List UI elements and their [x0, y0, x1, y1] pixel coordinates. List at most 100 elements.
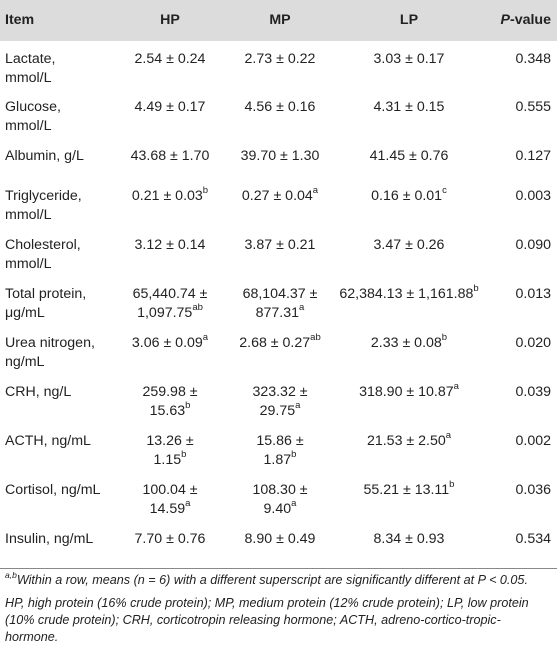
table-row: Urea nitrogen, ng/mL 3.06 ± 0.09a 2.68 ± 0.…	[0, 332, 557, 383]
cell-hp-value: 1,097.75	[137, 305, 193, 321]
cell-mp: 323.32 ± 29.75a	[225, 383, 335, 432]
data-table: Item HP MP LP P-value Lactate, mmol/L 2.54…	[0, 0, 557, 569]
table-row: ACTH, ng/mL 13.26 ±1.15b 15.86 ±1.87b 21.53…	[0, 430, 557, 481]
cell-item: Albumin, g/L	[0, 147, 115, 187]
cell-mp: 0.27 ± 0.04a	[225, 185, 335, 236]
cell-hp-value: 14.59	[149, 501, 186, 517]
cell-hp-value: 4.49 ± 0.17	[134, 99, 206, 115]
cell-item-line: Cholesterol,	[5, 237, 81, 253]
cell-lp-value: 3.47 ± 0.26	[373, 237, 445, 253]
cell-item: Triglyceride, mmol/L	[0, 187, 115, 236]
cell-hp-superscript: b	[181, 449, 187, 461]
cell-mp-value: 0.27 ± 0.04	[241, 188, 313, 204]
cell-mp: 3.87 ± 0.21	[225, 236, 335, 285]
cell-hp-value: 259.98 ±	[142, 384, 198, 400]
cell-hp: 2.54 ± 0.24	[115, 41, 225, 98]
cell-mp-value: 2.68 ± 0.27	[239, 335, 311, 351]
cell-lp-superscript: b	[441, 332, 448, 344]
cell-item: Cortisol, ng/mL	[0, 481, 115, 530]
cell-p-value: 0.348	[515, 51, 551, 67]
cell-lp-value: 55.21 ± 13.11	[363, 482, 450, 498]
cell-mp-value: 29.75	[259, 403, 296, 419]
cell-p-value: 0.003	[515, 188, 551, 204]
cell-mp-value: 108.30 ±	[252, 482, 308, 498]
cell-item-line: mmol/L	[5, 118, 52, 134]
cell-hp-value: 0.21 ± 0.03	[131, 188, 203, 204]
cell-p-value: 0.036	[515, 482, 551, 498]
cell-lp: 3.03 ± 0.17	[335, 41, 483, 98]
cell-lp: 4.31 ± 0.15	[335, 98, 483, 147]
cell-item: Urea nitrogen, ng/mL	[0, 334, 115, 383]
cell-item-line: Cortisol, ng/mL	[5, 482, 101, 498]
cell-hp-superscript: a	[202, 332, 209, 344]
cell-item-line: Urea nitrogen,	[5, 335, 95, 351]
cell-item-line: Triglyceride,	[5, 188, 82, 204]
cell-hp-value: 3.12 ± 0.14	[134, 237, 206, 253]
cell-lp: 2.33 ± 0.08b	[335, 332, 483, 383]
footnote-significance-sup: a,b	[5, 569, 17, 580]
cell-mp-value: 4.56 ± 0.16	[244, 99, 316, 115]
cell-p-value: 0.013	[515, 286, 551, 302]
cell-mp-superscript: a	[291, 498, 297, 510]
cell-mp-superscript: ab	[310, 332, 321, 344]
footnote-abbreviations: HP, high protein (16% crude protein); MP…	[5, 596, 529, 644]
cell-item: Glucose, mmol/L	[0, 98, 115, 147]
table-row: Albumin, g/L 43.68 ± 1.70 39.70 ± 1.30 41.4…	[0, 147, 557, 187]
cell-hp-value: 7.70 ± 0.76	[134, 531, 206, 547]
footnote-significance: a,bWithin a row, means (n = 6) with a di…	[5, 569, 553, 589]
table-row: Triglyceride, mmol/L 0.21 ± 0.03b 0.27 ± 0.…	[0, 185, 557, 236]
cell-hp: 259.98 ± 15.63b	[115, 383, 225, 432]
cell-mp: 68,104.37 ± 877.31a	[225, 285, 335, 334]
header-hp: HP	[115, 0, 225, 41]
cell-mp-superscript: a	[312, 185, 319, 197]
cell-hp-value: 3.06 ± 0.09	[131, 335, 203, 351]
cell-lp-value: 41.45 ± 0.76	[369, 148, 449, 164]
table-footnotes: a,bWithin a row, means (n = 6) with a di…	[5, 569, 553, 652]
cell-lp: 3.47 ± 0.26	[335, 236, 483, 285]
cell-item: Cholesterol, mmol/L	[0, 236, 115, 285]
cell-item-line: mmol/L	[5, 256, 52, 272]
header-p-rest: -value	[509, 12, 551, 28]
cell-item: Lactate, mmol/L	[0, 41, 115, 98]
cell-hp-value: 43.68 ± 1.70	[130, 148, 210, 164]
cell-mp-superscript: b	[291, 449, 297, 461]
header-row: Item HP MP LP P-value	[0, 0, 557, 41]
cell-hp-value: 1.15	[153, 452, 182, 468]
cell-hp: 7.70 ± 0.76	[115, 530, 225, 569]
table-header: Item HP MP LP P-value	[0, 0, 557, 41]
cell-p-value: 0.127	[515, 148, 551, 164]
cell-hp: 65,440.74 ± 1,097.75ab	[115, 285, 225, 334]
cell-mp: 108.30 ± 9.40a	[225, 481, 335, 530]
cell-item-line: Lactate,	[5, 51, 56, 67]
cell-p-value: 0.002	[515, 433, 551, 449]
cell-lp: 318.90 ± 10.87a	[335, 381, 483, 432]
cell-lp: 41.45 ± 0.76	[335, 147, 483, 187]
cell-hp-superscript: ab	[192, 302, 203, 314]
cell-mp: 39.70 ± 1.30	[225, 147, 335, 187]
cell-lp: 55.21 ± 13.11b	[335, 480, 483, 530]
cell-lp-value: 62,384.13 ± 1,161.88	[339, 286, 474, 302]
cell-lp: 8.34 ± 0.93	[335, 530, 483, 569]
cell-lp-superscript: a	[445, 430, 452, 442]
cell-mp: 15.86 ± 1.87b	[225, 432, 335, 481]
cell-lp-value: 4.31 ± 0.15	[373, 99, 445, 115]
cell-hp-value: 65,440.74 ±	[132, 286, 208, 302]
header-lp: LP	[335, 0, 483, 41]
table-body: Lactate, mmol/L 2.54 ± 0.24 2.73 ± 0.22 3.03…	[0, 41, 557, 569]
cell-lp-superscript: b	[473, 283, 479, 295]
cell-hp: 100.04 ± 14.59a	[115, 481, 225, 530]
cell-mp-value: 323.32 ±	[252, 384, 308, 400]
cell-item-line: mmol/L	[5, 207, 52, 223]
cell-lp-value: 2.33 ± 0.08	[370, 335, 442, 351]
header-mp: MP	[225, 0, 335, 41]
cell-mp-value: 68,104.37 ±	[242, 286, 318, 302]
header-item: Item	[0, 0, 115, 41]
footnote-significance-text: Within a row, means (n = 6) with a diffe…	[16, 573, 528, 587]
cell-item: ACTH, ng/mL	[0, 432, 115, 481]
cell-lp-superscript: a	[453, 381, 459, 393]
header-p-italic: P	[500, 12, 510, 28]
header-p-value: P-value	[483, 0, 557, 41]
cell-lp-value: 8.34 ± 0.93	[373, 531, 445, 547]
cell-p-value: 0.039	[515, 384, 551, 400]
